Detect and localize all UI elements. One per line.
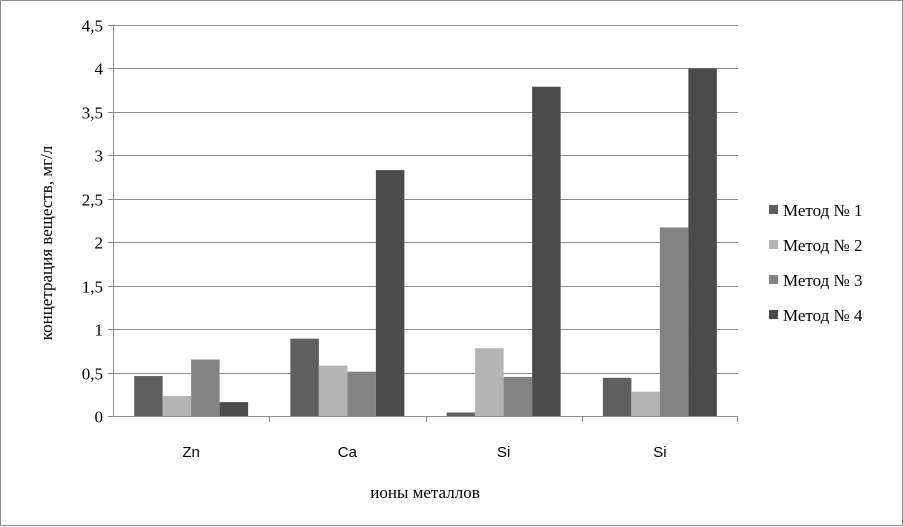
legend-swatch — [769, 310, 778, 319]
y-tick-label: 4,5 — [82, 17, 103, 36]
bar-1-zn — [134, 376, 163, 416]
bar-3-si — [503, 376, 533, 416]
y-tick-label: 3 — [95, 147, 104, 166]
gridlines — [113, 25, 738, 374]
y-axis-label: концетрация веществ, мг/л — [37, 145, 56, 340]
legend-label: Метод № 2 — [783, 236, 863, 255]
y-tick-label: 2,5 — [82, 191, 103, 210]
y-tick-label: 0,5 — [82, 365, 103, 384]
bar-1-si — [446, 412, 476, 416]
bar-2-si — [631, 391, 660, 416]
x-tick-label: Si — [497, 444, 510, 461]
bar-2-ca — [318, 365, 348, 416]
bars — [134, 68, 717, 417]
legend-swatch — [769, 205, 778, 214]
bar-4-ca — [375, 170, 405, 416]
legend: Метод № 1 Метод № 2 Метод № 3 Метод № 4 — [769, 201, 863, 325]
legend-label: Метод № 1 — [783, 201, 863, 220]
axes: 0 0,5 1 1,5 2 2,5 3 3,5 4 4,5 Zn Ca Si Si — [82, 17, 738, 461]
legend-label: Метод № 4 — [783, 306, 863, 325]
y-tick-label: 4 — [95, 60, 104, 79]
y-tick-label: 3,5 — [82, 104, 103, 123]
x-tick-label: Si — [653, 444, 666, 461]
legend-swatch — [769, 240, 778, 249]
y-tick-label: 0 — [95, 408, 104, 427]
legend-swatch — [769, 275, 778, 284]
bar-4-si — [532, 86, 561, 417]
x-axis-label: ионы металлов — [370, 483, 480, 502]
bar-1-ca — [290, 338, 319, 416]
bar-4-si — [688, 68, 717, 416]
y-tick-label: 1,5 — [82, 278, 103, 297]
x-tick-label: Ca — [338, 444, 358, 461]
bar-2-zn — [162, 396, 192, 416]
bar-1-si — [602, 377, 632, 416]
bar-4-zn — [219, 402, 249, 416]
bar-2-si — [475, 348, 504, 416]
bar-3-zn — [191, 359, 220, 416]
y-tick-label: 2 — [95, 234, 104, 253]
x-tick-label: Zn — [182, 444, 200, 461]
legend-label: Метод № 3 — [783, 271, 863, 290]
bar-3-ca — [347, 371, 376, 416]
bar-3-si — [659, 227, 689, 416]
y-tick-label: 1 — [95, 321, 104, 340]
